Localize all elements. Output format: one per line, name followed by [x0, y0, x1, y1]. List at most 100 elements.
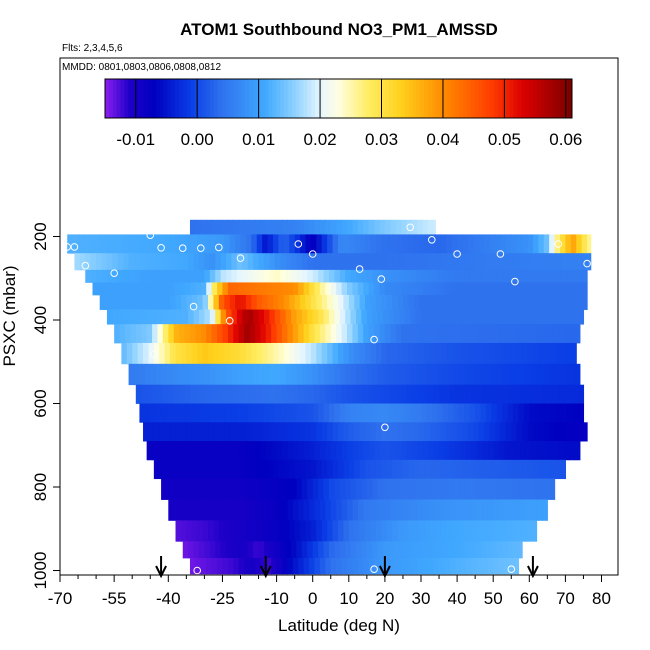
heatmap-cell: [415, 253, 422, 271]
heatmap-cell: [366, 478, 373, 500]
heatmap-cell: [363, 499, 370, 521]
heatmap-cell: [283, 234, 290, 254]
heatmap-cell: [198, 253, 205, 271]
heatmap-cell: [399, 478, 406, 500]
heatmap-cell: [106, 253, 113, 271]
heatmap-cell: [422, 557, 429, 575]
heatmap-cell: [227, 219, 234, 235]
heatmap-cell: [352, 557, 359, 575]
heatmap-cell: [323, 478, 330, 500]
heatmap-cell: [359, 520, 366, 542]
heatmap-cell: [321, 294, 328, 310]
colorbar-cell: [213, 79, 219, 118]
flight-marker: [225, 317, 234, 325]
heatmap-cell: [189, 384, 196, 404]
heatmap-cell: [258, 253, 265, 271]
heatmap-cell: [280, 269, 287, 283]
heatmap-cell: [325, 219, 332, 235]
heatmap-cell: [336, 282, 343, 296]
heatmap-cell: [191, 520, 198, 542]
heatmap-cell: [518, 478, 525, 500]
heatmap-cell: [509, 384, 516, 404]
colorbar-cell: [287, 79, 293, 118]
heatmap-cell: [558, 282, 565, 296]
heatmap-cell: [170, 342, 177, 365]
heatmap-cell: [314, 384, 321, 404]
heatmap-cell: [334, 363, 341, 386]
heatmap-cell: [300, 342, 307, 365]
heatmap-cell: [137, 234, 144, 254]
heatmap-cell: [413, 234, 420, 254]
heatmap-cell: [301, 363, 308, 386]
heatmap-cell: [493, 557, 500, 575]
heatmap-cell: [130, 282, 137, 296]
heatmap-cell: [417, 557, 424, 575]
heatmap-cell: [514, 282, 521, 296]
heatmap-cell: [291, 269, 298, 283]
heatmap-cell: [343, 294, 350, 310]
heatmap-cell: [307, 403, 314, 423]
heatmap-cell: [267, 294, 274, 310]
heatmap-cell: [482, 441, 489, 461]
heatmap-cell: [415, 309, 422, 325]
heatmap-cell: [516, 294, 523, 310]
heatmap-cell: [520, 384, 527, 404]
heatmap-layer: [135, 384, 585, 404]
flight-marker: [507, 565, 516, 574]
heatmap-cell: [345, 541, 352, 559]
heatmap-cell: [372, 309, 379, 325]
heatmap-cell: [134, 363, 141, 386]
heatmap-cell: [303, 324, 310, 344]
heatmap-cell: [458, 403, 465, 423]
heatmap-cell: [383, 253, 390, 271]
heatmap-cell: [496, 269, 503, 283]
colorbar-cell: [431, 79, 437, 118]
colorbar-cell: [295, 79, 301, 118]
heatmap-cell: [578, 403, 585, 423]
heatmap-cell: [563, 282, 570, 296]
heatmap-cell: [157, 384, 164, 404]
flight-marker: [511, 277, 519, 286]
colorbar-cell: [124, 79, 129, 118]
colorbar-cell: [385, 79, 390, 118]
heatmap-cell: [316, 422, 323, 442]
heatmap-cell: [466, 282, 473, 296]
heatmap-cell: [531, 441, 538, 461]
heatmap-cell: [505, 422, 512, 442]
heatmap-cell: [343, 520, 350, 542]
heatmap-cell: [200, 384, 207, 404]
colorbar-cell: [389, 79, 394, 118]
heatmap-cell: [260, 441, 267, 461]
heatmap-cell: [348, 520, 355, 542]
heatmap-cell: [211, 557, 218, 575]
heatmap-cell: [430, 422, 437, 442]
heatmap-cell: [90, 253, 97, 271]
heatmap-cell: [208, 342, 215, 365]
heatmap-cell: [289, 234, 296, 254]
heatmap-cell: [370, 234, 377, 254]
heatmap-cell: [262, 294, 269, 310]
heatmap-cell: [505, 342, 512, 365]
heatmap-cell: [289, 294, 296, 310]
colorbar-cell: [392, 79, 398, 118]
heatmap-cell: [350, 309, 357, 325]
heatmap-cell: [428, 499, 435, 521]
heatmap-cell: [327, 459, 334, 480]
colorbar-cell: [490, 79, 495, 118]
heatmap-cell: [137, 294, 144, 310]
heatmap-cell: [305, 294, 312, 310]
heatmap-cell: [422, 282, 429, 296]
heatmap-cell: [337, 234, 344, 254]
heatmap-cell: [464, 363, 471, 386]
heatmap-cell: [356, 309, 363, 325]
colorbar-cell: [237, 79, 242, 118]
heatmap-cell: [484, 422, 491, 442]
heatmap-cell: [567, 253, 574, 271]
heatmap-cell: [161, 403, 168, 423]
heatmap-cell: [352, 282, 359, 296]
colorbar-cell: [533, 79, 538, 118]
heatmap-cell: [204, 253, 211, 271]
heatmap-cell: [78, 234, 85, 254]
heatmap-cell: [554, 234, 561, 254]
heatmap-cell: [561, 363, 568, 386]
